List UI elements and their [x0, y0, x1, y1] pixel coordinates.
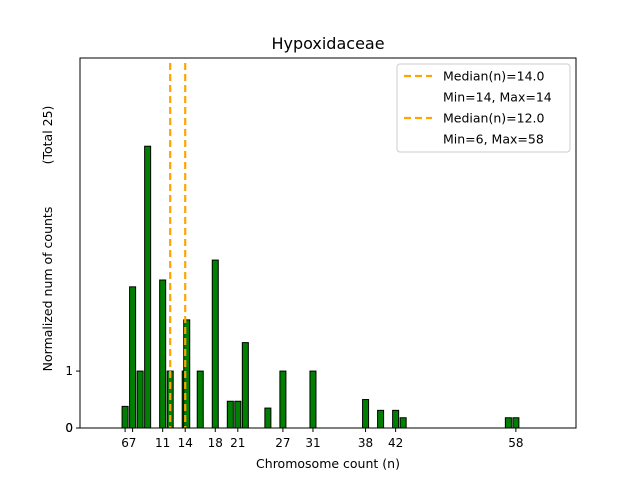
bar-13 [264, 407, 272, 429]
y-tick-label: 0 [65, 421, 73, 435]
plot-frame [79, 57, 577, 429]
bar-10 [226, 400, 234, 429]
bar-3 [144, 145, 152, 429]
bar-18 [392, 409, 400, 429]
legend-items: Median(n)=14.0 Min=14, Max=14 Median(n)=12… [404, 69, 552, 147]
y-tick-label: 0 [65, 421, 73, 435]
x-tick-label: 11 [155, 436, 170, 450]
y-axis-label: Normalized num of counts [40, 207, 55, 372]
y-tick-label: 1 [65, 364, 73, 378]
bar-0 [121, 405, 129, 429]
bar-1 [129, 286, 137, 429]
x-tick-label: 58 [508, 436, 523, 450]
legend-label: Min=14, Max=14 [443, 90, 552, 105]
x-tick-label: 18 [208, 436, 223, 450]
x-tick-label: 27 [275, 436, 290, 450]
x-tick-label: 31 [305, 436, 320, 450]
legend-label: Median(n)=12.0 [443, 111, 544, 126]
median-lines-layer [169, 63, 187, 428]
y-axis-ticks: 001 [65, 364, 80, 435]
bar-14 [279, 370, 287, 429]
legend: Median(n)=14.0 Min=14, Max=14 Median(n)=12… [396, 63, 571, 153]
x-tick-label: 14 [178, 436, 193, 450]
bar-19 [399, 417, 407, 429]
legend-label: Median(n)=14.0 [443, 69, 544, 84]
x-axis-ticks: 6 7 11 14 18 21 27 31 38 42 58 [121, 428, 524, 450]
y-axis-label-note: (Total 25) [40, 106, 55, 165]
bar-4 [159, 279, 167, 429]
x-tick-label: 38 [358, 436, 373, 450]
bar-12 [241, 342, 249, 429]
bar-2 [136, 370, 144, 429]
legend-label: Min=6, Max=58 [443, 132, 544, 147]
bar-9 [211, 259, 219, 429]
x-tick-label: 21 [230, 436, 245, 450]
bar-8 [196, 370, 204, 429]
bar-17 [377, 409, 385, 429]
bar-15 [309, 370, 317, 429]
x-tick-label: 42 [388, 436, 403, 450]
bar-11 [234, 400, 242, 429]
bar-16 [362, 399, 370, 429]
x-axis-label: Chromosome count (n) [256, 456, 400, 471]
x-tick-label: 7 [129, 436, 137, 450]
legend-box [396, 63, 571, 153]
bar-21 [512, 417, 520, 429]
chart-title: Hypoxidaceae [271, 34, 384, 53]
x-tick-label: 6 [121, 436, 129, 450]
bar-20 [504, 417, 512, 429]
